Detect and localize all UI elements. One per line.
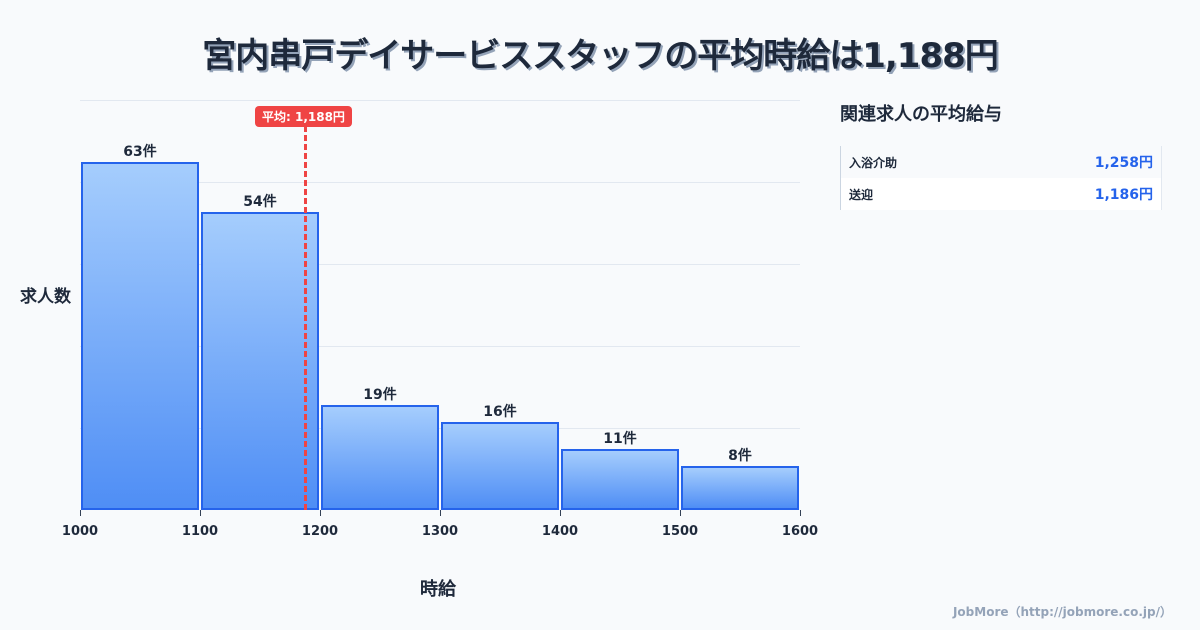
histogram-bar [81, 162, 199, 510]
gridline [80, 264, 800, 265]
x-tick [80, 510, 81, 516]
related-item-label: 送迎 [849, 187, 874, 202]
related-item-value: 1,186円 [1094, 187, 1153, 203]
x-tick [560, 510, 561, 516]
x-tick [200, 510, 201, 516]
average-line [304, 126, 307, 510]
histogram-chart: 63件 54件 19件 16件 11件 8件 1000 1100 1200 1300 1400 150… [20, 100, 818, 600]
x-tick [800, 510, 801, 516]
x-tick-label: 1100 [181, 524, 219, 539]
related-item[interactable]: 入浴介助 1,258円 [841, 146, 1161, 178]
bar-value-label: 8件 [728, 448, 752, 464]
footer-credit: JobMore（http://jobmore.co.jp/） [952, 605, 1172, 619]
histogram-bar [441, 422, 559, 510]
related-title: 関連求人の平均給与 [840, 104, 1002, 125]
gridline [80, 182, 800, 183]
x-tick [680, 510, 681, 516]
page-title: 宮内串戸デイサービススタッフの平均時給は1,188円 [202, 36, 999, 76]
y-axis-label: 求人数 [20, 287, 71, 307]
histogram-bar [561, 449, 679, 510]
histogram-bar [201, 212, 319, 510]
x-tick-label: 1200 [301, 524, 339, 539]
x-tick-label: 1400 [541, 524, 579, 539]
bar-value-label: 54件 [243, 194, 277, 210]
gridline [80, 346, 800, 347]
related-item-label: 入浴介助 [849, 155, 898, 170]
gridline [80, 428, 800, 429]
x-tick-label: 1600 [781, 524, 819, 539]
bar-value-label: 11件 [603, 431, 637, 447]
x-tick [320, 510, 321, 516]
histogram-bar [321, 405, 439, 510]
related-salary-panel: 関連求人の平均給与 入浴介助 1,258円 送迎 1,186円 [840, 100, 1162, 210]
related-item[interactable]: 送迎 1,186円 [841, 178, 1161, 210]
related-item-value: 1,258円 [1094, 155, 1153, 171]
histogram-bar [681, 466, 799, 510]
average-badge: 平均: 1,188円 [255, 106, 352, 127]
related-list: 入浴介助 1,258円 送迎 1,186円 [840, 146, 1162, 210]
x-tick-label: 1300 [421, 524, 459, 539]
x-tick [440, 510, 441, 516]
x-tick-label: 1000 [61, 524, 99, 539]
gridline [80, 100, 800, 101]
x-axis-label: 時給 [420, 579, 456, 600]
x-tick-label: 1500 [661, 524, 699, 539]
bar-value-label: 19件 [363, 387, 397, 403]
bar-value-label: 63件 [123, 144, 157, 160]
bar-value-label: 16件 [483, 404, 517, 420]
